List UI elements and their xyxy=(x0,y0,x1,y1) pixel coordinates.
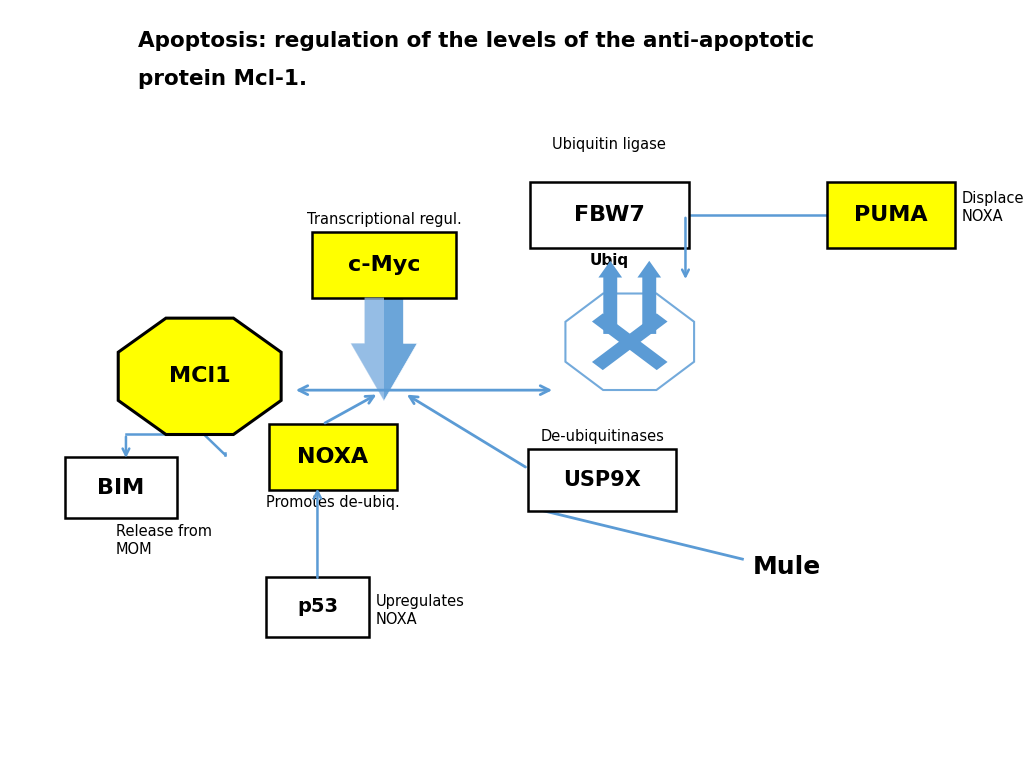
Text: Mule: Mule xyxy=(753,554,821,579)
Text: Upregulates
NOXA: Upregulates NOXA xyxy=(376,594,465,627)
FancyBboxPatch shape xyxy=(528,449,676,511)
Text: Ubiq: Ubiq xyxy=(590,253,629,268)
Text: De-ubiquitinases: De-ubiquitinases xyxy=(541,429,664,444)
Text: FBW7: FBW7 xyxy=(573,205,645,225)
Text: Promotes de-ubiq.: Promotes de-ubiq. xyxy=(266,495,399,510)
FancyBboxPatch shape xyxy=(65,457,177,518)
Text: protein Mcl-1.: protein Mcl-1. xyxy=(138,69,307,89)
Text: Ubiquitin ligase: Ubiquitin ligase xyxy=(552,137,667,152)
Text: Release from
MOM: Release from MOM xyxy=(116,524,212,558)
Text: PUMA: PUMA xyxy=(854,205,928,225)
Polygon shape xyxy=(118,318,282,435)
Text: Apoptosis: regulation of the levels of the anti-apoptotic: Apoptosis: regulation of the levels of t… xyxy=(138,31,814,51)
Text: MCl1: MCl1 xyxy=(169,366,230,386)
Text: Displaces
NOXA: Displaces NOXA xyxy=(963,190,1024,224)
FancyBboxPatch shape xyxy=(312,232,456,297)
Polygon shape xyxy=(637,261,662,334)
FancyBboxPatch shape xyxy=(530,183,688,248)
Text: Transcriptional regul.: Transcriptional regul. xyxy=(306,212,462,227)
Polygon shape xyxy=(592,313,668,370)
Polygon shape xyxy=(598,261,623,334)
FancyBboxPatch shape xyxy=(827,183,954,248)
Polygon shape xyxy=(565,293,694,390)
Text: BIM: BIM xyxy=(97,478,144,498)
Text: p53: p53 xyxy=(297,598,338,616)
Polygon shape xyxy=(592,313,668,370)
Polygon shape xyxy=(350,297,418,401)
Text: NOXA: NOXA xyxy=(297,447,369,467)
FancyBboxPatch shape xyxy=(268,424,397,490)
FancyBboxPatch shape xyxy=(266,577,369,637)
Text: USP9X: USP9X xyxy=(563,470,641,490)
Text: c-Myc: c-Myc xyxy=(348,255,420,275)
Polygon shape xyxy=(350,297,384,401)
